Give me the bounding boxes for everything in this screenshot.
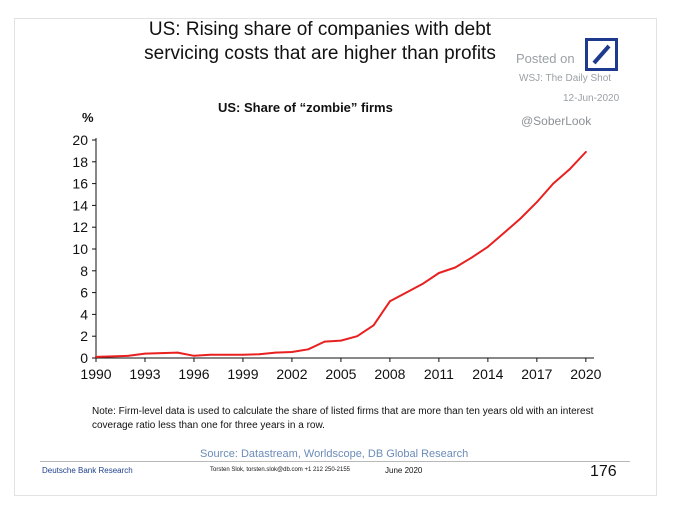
y-axis-unit-label: % [82, 110, 94, 125]
data-point [95, 356, 97, 358]
data-point [193, 354, 195, 357]
data-point [584, 151, 587, 153]
watermark-source: WSJ: The Daily Shot [519, 73, 612, 84]
x-tick-label: 2017 [521, 366, 552, 382]
x-tick-label: 1993 [129, 366, 160, 382]
x-tick-label: 1996 [178, 366, 209, 382]
slide-frame [14, 18, 657, 496]
y-tick-label: 10 [72, 241, 88, 257]
data-point [127, 354, 130, 357]
data-point [552, 182, 555, 185]
data-point [389, 300, 391, 303]
data-point [274, 351, 277, 354]
chart-note: Note: Firm-level data is used to calcula… [92, 406, 594, 431]
footer-divider [40, 461, 630, 462]
y-tick-label: 8 [80, 263, 88, 279]
data-point [568, 168, 571, 171]
data-point [144, 352, 146, 355]
data-point [437, 272, 440, 274]
chart-title: US: Share of “zombie” firms [218, 100, 393, 115]
data-point [356, 335, 359, 338]
x-tick-label: 2002 [276, 366, 307, 382]
data-point [470, 256, 473, 259]
deutsche-bank-logo-icon [585, 38, 618, 71]
data-point [307, 348, 310, 351]
x-tick-label: 2011 [424, 366, 454, 382]
data-point [258, 353, 261, 356]
y-tick-label: 0 [80, 350, 88, 366]
page-title: US: Rising share of companies with debt … [120, 18, 520, 66]
data-point [535, 201, 538, 204]
x-tick-label: 2020 [570, 366, 601, 382]
data-point [242, 353, 244, 356]
y-tick-label: 2 [80, 328, 88, 344]
x-tick-label: 2005 [325, 366, 356, 382]
data-point [176, 351, 179, 354]
y-tick-label: 18 [72, 154, 88, 170]
watermark-handle: @SoberLook [521, 114, 592, 128]
data-point [291, 351, 293, 353]
x-tick-label: 1990 [80, 366, 111, 382]
x-tick-label: 1999 [227, 366, 258, 382]
data-point [486, 245, 489, 248]
data-point [372, 324, 375, 327]
x-tick-label: 2008 [374, 366, 405, 382]
data-point [323, 340, 326, 343]
y-tick-label: 16 [72, 176, 88, 192]
data-point [225, 353, 228, 356]
footer-date: June 2020 [385, 466, 423, 475]
y-tick-label: 6 [80, 285, 88, 301]
data-point [519, 217, 522, 220]
title-line-1: US: Rising share of companies with debt [148, 19, 492, 40]
data-point [454, 266, 457, 269]
title-line-2: servicing costs that are higher than pro… [144, 43, 496, 64]
x-tick-label: 2014 [472, 366, 503, 382]
data-point [503, 231, 506, 234]
line-chart: 0 2 4 6 8 10 12 14 16 18 20 1990 1993 1996 1999 2002 200… [72, 132, 601, 382]
data-point [405, 291, 408, 294]
series-line-zombie-share [95, 151, 587, 358]
data-point [421, 282, 424, 285]
watermark-posted: Posted on [516, 51, 575, 66]
data-point [340, 339, 342, 342]
y-tick-label: 12 [72, 219, 88, 235]
y-tick-label: 14 [72, 197, 88, 213]
footer-publisher: Deutsche Bank Research [42, 466, 133, 475]
source-text: Source: Datastream, Worldscope, DB Globa… [200, 448, 469, 460]
data-point [160, 352, 163, 354]
data-point [209, 353, 212, 356]
data-point [111, 355, 114, 358]
watermark-date: 12-Jun-2020 [563, 93, 620, 104]
y-tick-label: 4 [80, 306, 88, 322]
page-number: 176 [590, 463, 617, 480]
y-tick-label: 20 [72, 132, 88, 148]
footer-contact: Torsten Slok, torsten.slok@db.com +1 212… [210, 467, 351, 473]
